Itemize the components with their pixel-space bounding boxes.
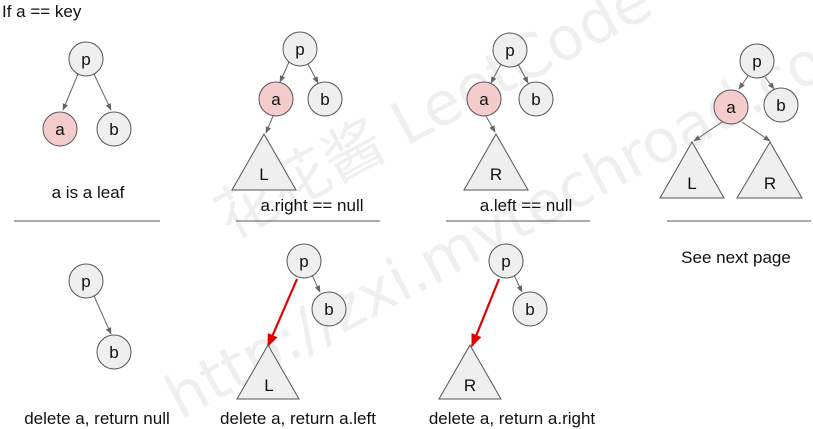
edge-p-b	[764, 76, 775, 90]
case-two-children-caption: See next page	[681, 248, 791, 267]
node-p-label: p	[295, 40, 304, 59]
edge-p-a	[62, 73, 79, 111]
subtree-R-label: R	[490, 165, 502, 184]
node-a-label: a	[479, 90, 489, 109]
node-a-label: a	[271, 90, 281, 109]
result-left-null-text: delete a, return a.right	[429, 409, 596, 428]
edge-p-a	[279, 61, 290, 83]
node-b-label: b	[109, 120, 118, 139]
subtree-R	[463, 132, 529, 191]
node-a-label: a	[726, 98, 736, 117]
edge-p-b	[93, 73, 112, 111]
node-p-label: p	[81, 50, 90, 69]
result-right-null: p b L delete a, return a.left	[220, 243, 376, 428]
replace-arrow	[266, 278, 299, 348]
node-b-label: b	[776, 96, 785, 115]
node-b-label: b	[109, 343, 118, 362]
case-leaf-caption: a is a leaf	[52, 183, 125, 202]
node-b-label: b	[324, 300, 333, 319]
result-left-null: p b R delete a, return a.right	[429, 243, 596, 428]
case-two-children: p a b L R See next page	[659, 43, 811, 267]
edge-p-a	[490, 63, 502, 84]
node-b	[512, 291, 548, 327]
edge-p-b	[307, 63, 319, 84]
node-b	[96, 334, 132, 370]
edge-p-b	[311, 274, 321, 293]
replace-arrow	[470, 278, 501, 348]
edge-p-b	[517, 63, 529, 84]
node-b-label: b	[525, 300, 534, 319]
case-right-null: p a b L a.right == null	[231, 31, 380, 222]
node-p-label: p	[505, 41, 514, 60]
node-b	[311, 291, 347, 327]
edge-a-L	[265, 115, 274, 134]
node-p	[68, 263, 104, 299]
node-b	[96, 111, 132, 147]
case-left-null: p a b R a.left == null	[446, 32, 590, 222]
node-a-highlighted	[713, 89, 749, 125]
result-leaf-text: delete a, return null	[24, 409, 170, 428]
subtree-R-label: R	[464, 376, 476, 395]
node-p-label: p	[299, 252, 308, 271]
node-a-highlighted	[466, 81, 502, 117]
subtree-L	[659, 140, 725, 199]
node-p	[286, 243, 322, 279]
node-p	[282, 31, 318, 67]
subtree-R	[736, 141, 803, 199]
case-right-null-caption: a.right == null	[260, 196, 363, 215]
node-a-label: a	[55, 120, 65, 139]
result-right-null-text: delete a, return a.left	[220, 409, 376, 428]
node-p-label: p	[81, 272, 90, 291]
node-p-label: p	[752, 52, 761, 71]
node-p	[739, 43, 775, 79]
subtree-L-label: L	[687, 174, 696, 193]
node-a-highlighted	[258, 81, 294, 117]
edge-a-R	[741, 121, 771, 142]
node-b	[307, 81, 343, 117]
node-p	[488, 243, 524, 279]
node-p	[492, 32, 528, 68]
subtree-L	[236, 343, 300, 400]
node-b-label: b	[531, 90, 540, 109]
node-b	[763, 87, 799, 123]
node-p-label: p	[501, 252, 510, 271]
case-leaf: p a b a is a leaf	[14, 41, 160, 222]
edge-a-R	[485, 115, 496, 133]
node-b	[518, 81, 554, 117]
edge-p-a	[738, 75, 749, 90]
node-a-highlighted	[42, 111, 78, 147]
subtree-L-label: L	[264, 376, 273, 395]
edge-p-b	[513, 274, 523, 293]
edge-a-L	[693, 121, 723, 142]
subtree-L	[231, 132, 297, 191]
node-b-label: b	[320, 90, 329, 109]
case-left-null-caption: a.left == null	[480, 196, 573, 215]
edge-p-b	[93, 295, 112, 335]
subtree-L-label: L	[259, 165, 268, 184]
subtree-R-label: R	[764, 174, 776, 193]
subtree-R	[438, 343, 502, 400]
result-leaf: p b delete a, return null	[24, 263, 170, 428]
node-p	[68, 41, 104, 77]
header-title: If a == key	[2, 2, 82, 21]
